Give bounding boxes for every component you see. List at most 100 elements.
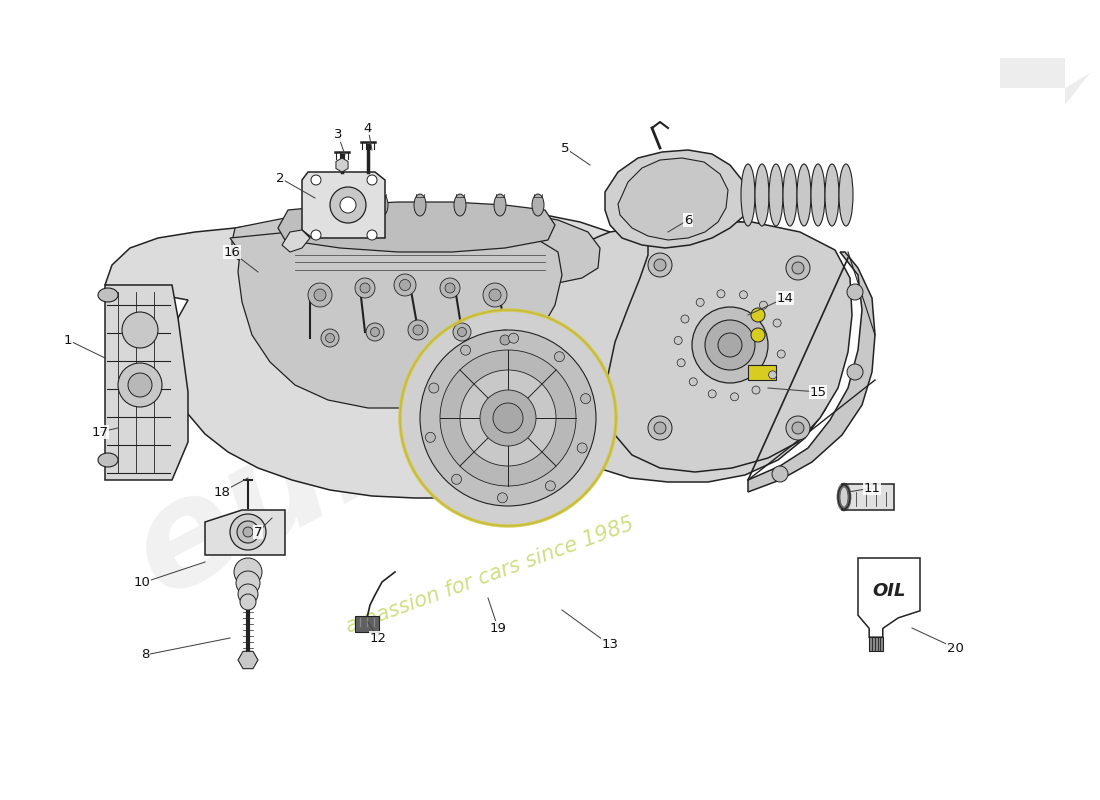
Text: 8: 8 xyxy=(141,649,150,662)
Text: 13: 13 xyxy=(602,638,618,651)
Circle shape xyxy=(366,323,384,341)
Polygon shape xyxy=(282,230,310,252)
Circle shape xyxy=(678,358,685,366)
Text: 10: 10 xyxy=(133,577,151,590)
Circle shape xyxy=(240,594,256,610)
Text: OIL: OIL xyxy=(872,582,905,601)
Polygon shape xyxy=(748,252,874,492)
Polygon shape xyxy=(1000,58,1090,105)
Polygon shape xyxy=(278,202,556,252)
Circle shape xyxy=(497,493,507,503)
Circle shape xyxy=(440,350,576,486)
Circle shape xyxy=(308,283,332,307)
Circle shape xyxy=(314,289,326,301)
Text: res: res xyxy=(463,232,757,478)
Ellipse shape xyxy=(339,194,351,216)
Ellipse shape xyxy=(811,164,825,226)
Text: 12: 12 xyxy=(370,631,386,645)
Circle shape xyxy=(772,466,788,482)
Polygon shape xyxy=(535,222,850,482)
Circle shape xyxy=(786,256,810,280)
Circle shape xyxy=(759,301,768,309)
Polygon shape xyxy=(104,208,668,498)
Circle shape xyxy=(718,333,743,357)
Circle shape xyxy=(399,279,410,290)
Ellipse shape xyxy=(98,453,118,467)
Circle shape xyxy=(690,378,697,386)
Ellipse shape xyxy=(414,194,426,216)
Text: 16: 16 xyxy=(223,246,241,258)
Circle shape xyxy=(330,187,366,223)
Circle shape xyxy=(446,283,455,293)
Circle shape xyxy=(367,230,377,240)
Circle shape xyxy=(490,289,500,301)
Circle shape xyxy=(230,514,266,550)
Circle shape xyxy=(243,527,253,537)
FancyBboxPatch shape xyxy=(842,484,894,510)
Circle shape xyxy=(730,393,738,401)
Circle shape xyxy=(367,175,377,185)
Text: 11: 11 xyxy=(864,482,880,494)
Text: 7: 7 xyxy=(254,526,262,538)
Ellipse shape xyxy=(98,288,118,302)
Circle shape xyxy=(769,371,777,379)
Circle shape xyxy=(311,175,321,185)
Polygon shape xyxy=(205,510,285,555)
Circle shape xyxy=(355,278,375,298)
Circle shape xyxy=(429,383,439,393)
Circle shape xyxy=(751,328,764,342)
Circle shape xyxy=(326,334,334,342)
Circle shape xyxy=(681,315,689,323)
Circle shape xyxy=(705,320,755,370)
Ellipse shape xyxy=(494,194,506,216)
Ellipse shape xyxy=(838,485,850,509)
Ellipse shape xyxy=(798,164,811,226)
Polygon shape xyxy=(608,222,852,472)
Text: 18: 18 xyxy=(213,486,230,498)
Circle shape xyxy=(311,230,321,240)
Text: 14: 14 xyxy=(777,291,793,305)
Circle shape xyxy=(440,278,460,298)
Circle shape xyxy=(236,571,260,595)
Circle shape xyxy=(674,337,682,345)
Text: 15: 15 xyxy=(810,386,826,398)
Circle shape xyxy=(360,283,370,293)
Circle shape xyxy=(752,386,760,394)
Ellipse shape xyxy=(839,164,853,226)
Circle shape xyxy=(708,390,716,398)
Circle shape xyxy=(460,370,556,466)
Text: a passion for cars since 1985: a passion for cars since 1985 xyxy=(343,514,637,637)
Text: 17: 17 xyxy=(91,426,109,438)
Circle shape xyxy=(234,558,262,586)
Circle shape xyxy=(461,345,471,355)
Ellipse shape xyxy=(783,164,798,226)
Circle shape xyxy=(493,403,522,433)
Circle shape xyxy=(739,290,748,298)
Circle shape xyxy=(654,422,666,434)
Circle shape xyxy=(847,364,864,380)
Circle shape xyxy=(554,352,564,362)
Circle shape xyxy=(696,298,704,306)
Circle shape xyxy=(340,197,356,213)
Circle shape xyxy=(495,330,515,350)
Ellipse shape xyxy=(304,194,316,216)
Text: 6: 6 xyxy=(684,214,692,226)
Circle shape xyxy=(394,274,416,296)
Circle shape xyxy=(778,350,785,358)
Circle shape xyxy=(122,312,158,348)
Circle shape xyxy=(458,327,466,337)
Circle shape xyxy=(578,443,587,453)
Circle shape xyxy=(400,310,616,526)
FancyBboxPatch shape xyxy=(355,616,380,632)
Text: 20: 20 xyxy=(947,642,964,654)
Circle shape xyxy=(717,290,725,298)
Circle shape xyxy=(426,432,436,442)
Circle shape xyxy=(773,319,781,327)
Ellipse shape xyxy=(825,164,839,226)
Circle shape xyxy=(480,390,536,446)
Circle shape xyxy=(654,259,666,271)
FancyBboxPatch shape xyxy=(748,365,775,380)
Text: 4: 4 xyxy=(364,122,372,134)
Circle shape xyxy=(648,253,672,277)
Text: 3: 3 xyxy=(333,129,342,142)
